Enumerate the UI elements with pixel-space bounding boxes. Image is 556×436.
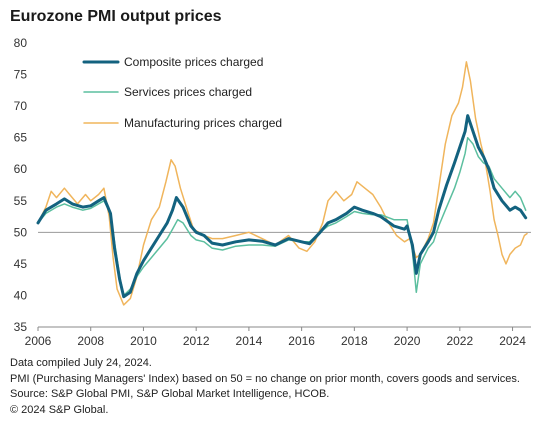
y-tick-label: 70 [14, 99, 28, 113]
x-tick-label: 2006 [25, 334, 52, 348]
y-tick-label: 40 [14, 288, 28, 302]
series-line-manufacturing-prices-charged [37, 61, 528, 306]
legend: Composite prices charged Services prices … [82, 55, 282, 130]
y-tick-label: 45 [14, 257, 28, 271]
x-tick-label: 2012 [183, 334, 210, 348]
x-tick-label: 2014 [236, 334, 263, 348]
x-tick-label: 2020 [394, 334, 421, 348]
legend-label: Manufacturing prices charged [124, 116, 282, 130]
line-chart: 35 40 45 50 55 60 65 70 75 80 2006 2008 2010 2012 2014… [14, 36, 531, 348]
y-tick-label: 50 [14, 225, 28, 239]
y-tick-label: 80 [14, 36, 28, 50]
series-line-composite-prices-charged [36, 114, 528, 299]
plot-lines [36, 61, 528, 306]
x-tick-label: 2022 [446, 334, 473, 348]
x-tick-label: 2016 [288, 334, 315, 348]
y-tick-label: 65 [14, 131, 28, 145]
note-definition: PMI (Purchasing Managers' Index) based o… [10, 372, 520, 385]
y-tick-label: 60 [14, 162, 28, 176]
x-tick-label: 2010 [130, 334, 157, 348]
x-tick-label: 2018 [341, 334, 368, 348]
legend-label: Services prices charged [124, 85, 252, 99]
y-tick-label: 35 [14, 320, 28, 334]
note-copyright: © 2024 S&P Global. [10, 403, 109, 416]
chart-title: Eurozone PMI output prices [10, 8, 222, 25]
note-source: Source: S&P Global PMI, S&P Global Marke… [10, 388, 330, 400]
y-tick-label: 75 [14, 68, 28, 82]
chart-axes: 35 40 45 50 55 60 65 70 75 80 2006 2008 2010 2012 2014… [14, 36, 531, 348]
y-tick-label: 55 [14, 194, 28, 208]
chart-notes: Data compiled July 24, 2024. PMI (Purcha… [10, 356, 520, 418]
x-tick-label: 2024 [499, 334, 526, 348]
legend-label: Composite prices charged [124, 55, 263, 69]
x-tick-label: 2008 [77, 334, 104, 348]
note-date: Data compiled July 24, 2024. [10, 357, 152, 369]
